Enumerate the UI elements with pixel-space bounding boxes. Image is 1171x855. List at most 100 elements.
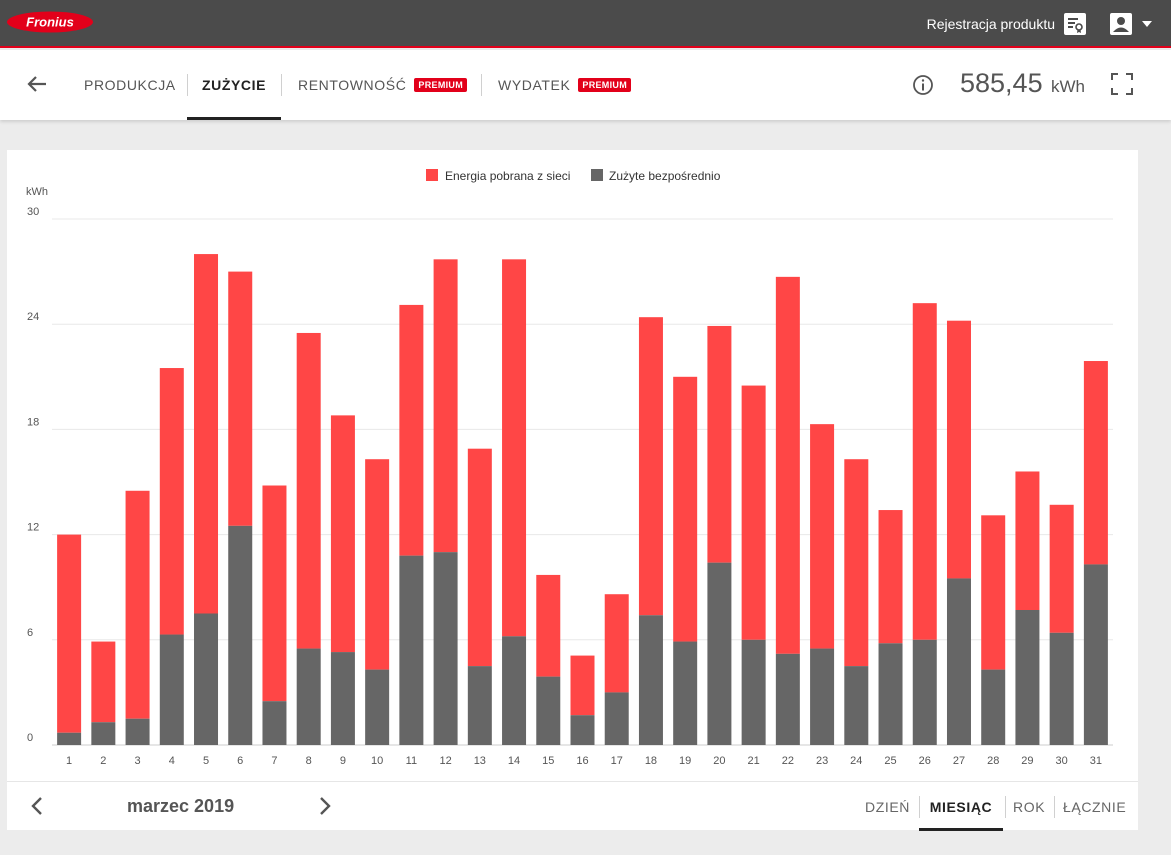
x-tick-label: 22 (782, 755, 794, 767)
bar-grid-energy[interactable] (159, 368, 184, 635)
fronius-logo[interactable]: Fronius (6, 11, 94, 33)
bar-grid-energy[interactable] (91, 641, 116, 723)
bar-grid-energy[interactable] (570, 655, 595, 716)
bar-grid-energy[interactable] (57, 534, 82, 733)
bar-direct-consumption[interactable] (638, 615, 663, 745)
bar-grid-energy[interactable] (125, 490, 150, 719)
bar-direct-consumption[interactable] (946, 578, 971, 745)
bar-direct-consumption[interactable] (775, 653, 800, 745)
bar-direct-consumption[interactable] (604, 692, 629, 745)
tab-zuzycie[interactable]: ZUŻYCIE (187, 50, 281, 120)
bar-direct-consumption[interactable] (159, 634, 184, 745)
bar-grid-energy[interactable] (638, 317, 663, 616)
x-tick-label: 1 (66, 755, 72, 767)
chevron-left-icon[interactable] (29, 796, 45, 816)
bar-grid-energy[interactable] (741, 385, 766, 640)
legend-label-grid[interactable]: Energia pobrana z sieci (445, 169, 570, 183)
bar-grid-energy[interactable] (467, 448, 492, 667)
bar-grid-energy[interactable] (912, 303, 937, 640)
y-tick-label: 30 (27, 206, 39, 218)
bar-direct-consumption[interactable] (296, 648, 321, 745)
range-year-button[interactable]: ROK (1013, 782, 1045, 831)
bar-grid-energy[interactable] (1083, 361, 1108, 565)
bar-grid-energy[interactable] (536, 574, 561, 677)
product-registration-icon[interactable] (1063, 12, 1087, 36)
bar-grid-energy[interactable] (502, 259, 527, 637)
range-day-button[interactable]: DZIEŃ (865, 782, 910, 831)
bar-direct-consumption[interactable] (536, 676, 561, 745)
bar-grid-energy[interactable] (262, 485, 287, 702)
chevron-right-icon[interactable] (317, 796, 333, 816)
x-tick-label: 11 (406, 755, 417, 767)
account-icon[interactable] (1109, 12, 1133, 36)
bar-direct-consumption[interactable] (228, 525, 253, 745)
tab-wydatek[interactable]: WYDATEK PREMIUM (498, 50, 631, 120)
x-tick-label: 20 (713, 755, 725, 767)
register-product-link[interactable]: Rejestracja produktu (926, 16, 1055, 32)
bar-direct-consumption[interactable] (570, 715, 595, 745)
tab-produkcja[interactable]: PRODUKCJA (84, 50, 176, 120)
bar-grid-energy[interactable] (707, 325, 732, 563)
caret-down-icon[interactable] (1141, 19, 1153, 29)
bar-direct-consumption[interactable] (912, 639, 937, 745)
bar-grid-energy[interactable] (810, 424, 835, 649)
bar-direct-consumption[interactable] (810, 648, 835, 745)
y-tick-label: 24 (27, 311, 39, 323)
tab-rentownosc[interactable]: RENTOWNOŚĆ PREMIUM (298, 50, 468, 120)
bar-grid-energy[interactable] (673, 376, 698, 642)
bar-direct-consumption[interactable] (741, 639, 766, 745)
info-icon[interactable] (912, 74, 934, 96)
bar-direct-consumption[interactable] (673, 641, 698, 745)
consumption-chart: Energia pobrana z sieci Zużyte bezpośred… (26, 169, 1113, 767)
x-tick-label: 23 (816, 755, 828, 767)
bar-direct-consumption[interactable] (1083, 564, 1108, 745)
bar-direct-consumption[interactable] (878, 643, 903, 745)
bar-grid-energy[interactable] (296, 332, 321, 649)
bar-direct-consumption[interactable] (467, 666, 492, 745)
bar-direct-consumption[interactable] (57, 732, 82, 745)
bar-grid-energy[interactable] (844, 459, 869, 667)
x-tick-label: 27 (953, 755, 965, 767)
legend-label-direct[interactable]: Zużyte bezpośrednio (609, 169, 721, 183)
bar-direct-consumption[interactable] (981, 669, 1006, 745)
bar-direct-consumption[interactable] (399, 555, 424, 745)
bar-direct-consumption[interactable] (1015, 609, 1040, 745)
x-tick-label: 4 (169, 755, 175, 767)
bar-direct-consumption[interactable] (433, 552, 458, 745)
bar-grid-energy[interactable] (981, 515, 1006, 670)
bar-direct-consumption[interactable] (365, 669, 390, 745)
bar-direct-consumption[interactable] (707, 562, 732, 745)
bar-direct-consumption[interactable] (844, 666, 869, 745)
x-tick-label: 28 (987, 755, 999, 767)
bar-direct-consumption[interactable] (1049, 632, 1074, 745)
bar-grid-energy[interactable] (1015, 471, 1040, 610)
bar-direct-consumption[interactable] (125, 718, 150, 745)
range-divider (1005, 796, 1006, 818)
bar-grid-energy[interactable] (330, 415, 355, 653)
bar-grid-energy[interactable] (433, 259, 458, 553)
x-tick-label: 3 (135, 755, 141, 767)
bar-grid-energy[interactable] (878, 510, 903, 644)
bar-grid-energy[interactable] (775, 276, 800, 654)
bar-grid-energy[interactable] (194, 254, 219, 614)
bar-grid-energy[interactable] (228, 271, 253, 526)
bar-direct-consumption[interactable] (262, 701, 287, 745)
bar-grid-energy[interactable] (946, 320, 971, 579)
bar-direct-consumption[interactable] (330, 652, 355, 745)
chart-card: Energia pobrana z sieci Zużyte bezpośred… (7, 150, 1138, 781)
bar-grid-energy[interactable] (604, 594, 629, 693)
fullscreen-icon[interactable] (1110, 72, 1134, 96)
y-tick-label: 6 (27, 627, 33, 639)
bar-direct-consumption[interactable] (502, 636, 527, 745)
back-arrow-icon[interactable] (26, 73, 48, 95)
premium-badge: PREMIUM (578, 78, 631, 92)
bar-grid-energy[interactable] (1049, 504, 1074, 633)
range-month-button[interactable]: MIESIĄC (919, 782, 1003, 831)
bar-direct-consumption[interactable] (91, 722, 116, 745)
bar-grid-energy[interactable] (365, 459, 390, 670)
bar-direct-consumption[interactable] (194, 613, 219, 746)
range-total-button[interactable]: ŁĄCZNIE (1063, 782, 1126, 831)
range-label: ROK (1013, 798, 1046, 815)
bar-grid-energy[interactable] (399, 304, 424, 556)
x-tick-label: 7 (271, 755, 277, 767)
